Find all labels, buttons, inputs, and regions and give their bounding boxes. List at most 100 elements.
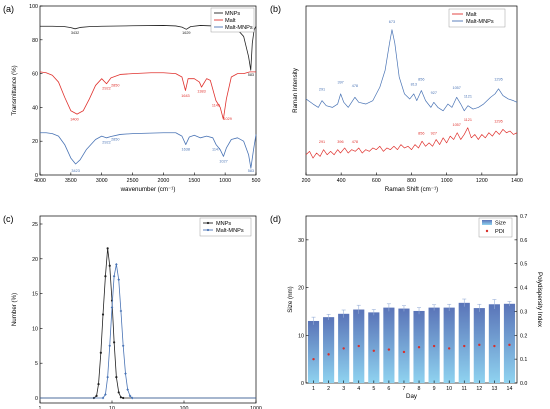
panel-d-bar <box>458 302 470 383</box>
panel-c-point <box>124 372 127 376</box>
panel-c-point <box>119 309 123 313</box>
panel-d-legend-swatch <box>482 220 492 225</box>
panel-d-ytick-right: 0.1 <box>520 357 527 363</box>
panel-a-annotation: 2850 <box>111 83 119 87</box>
panel-a-xtick: 3000 <box>96 178 108 184</box>
panel-d-pdi-point <box>402 350 406 354</box>
panel-b-annotation: 856 <box>418 77 424 81</box>
panel-c-xtick: 100 <box>180 406 189 409</box>
panel-d-xtick: 4 <box>357 386 360 392</box>
panel-a-annotation: 583 <box>248 169 254 173</box>
panel-b-xtick: 200 <box>302 178 311 184</box>
panel-a-series-malt-mnps <box>40 132 257 169</box>
panel-d-bar <box>323 317 335 383</box>
panel-c-ytick: 10 <box>32 326 38 332</box>
panel-c-ylabel: Number (%) <box>11 293 18 326</box>
panel-c-ytick: 25 <box>32 222 38 228</box>
panel-d-pdi-point <box>478 343 481 347</box>
panel-d-pdi-point <box>463 344 466 348</box>
panel-a-xtick: 4000 <box>34 178 46 184</box>
panel-c-point <box>97 382 100 386</box>
panel-c-point <box>130 396 134 400</box>
panel-d-xtick: 3 <box>342 386 345 392</box>
panel-c-tag: (c) <box>3 214 14 224</box>
panel-c-legend-box <box>199 217 252 237</box>
panel-d-ylabel-right: Polydispersity Index <box>536 272 543 328</box>
panel-c-legend-marker <box>206 221 210 225</box>
panel-d-pdi-point <box>417 346 421 349</box>
panel-c-legend-marker <box>206 228 210 232</box>
panel-a-ytick: 40 <box>32 105 38 111</box>
panel-c-point <box>110 306 114 309</box>
panel-d-plot-frame <box>305 215 518 384</box>
panel-a-ytick: 20 <box>32 139 38 145</box>
panel-d-ytick-right: 0.4 <box>520 286 527 292</box>
panel-a-annotation: 1027 <box>219 159 227 163</box>
panel-d-xtick: 7 <box>402 386 405 392</box>
panel-d-xtick: 1 <box>312 386 315 392</box>
panel-c-point <box>112 274 116 278</box>
panel-c-xtick: 1 <box>39 406 42 409</box>
panel-a-annotation: 3400 <box>70 118 78 122</box>
panel-d-pdi-point <box>432 344 436 348</box>
panel-c-ytick: 20 <box>32 257 38 263</box>
panel-c-point <box>128 394 132 398</box>
panel-b-annotation: 397 <box>337 81 343 85</box>
panel-d-ytick-right: 0.7 <box>520 214 527 220</box>
panel-d-pdi-point <box>387 348 391 351</box>
panel-a-xtick: 3500 <box>65 178 77 184</box>
panel-b-annotation: 291 <box>319 88 325 92</box>
panel-b-series-malt <box>305 127 518 159</box>
panel-c-ytick: 15 <box>32 292 38 298</box>
panel-a-annotation: 1638 <box>182 147 190 151</box>
panel-b-annotation: 856 <box>418 131 424 135</box>
panel-b-tag: (b) <box>270 4 281 14</box>
panel-b-legend-entry: Malt-MNPs <box>466 19 494 25</box>
panel-d-xtick: 10 <box>446 386 452 392</box>
panel-c-point <box>104 275 107 278</box>
panel-c-point <box>106 247 109 250</box>
panel-b-annotation: 478 <box>352 84 358 88</box>
panel-d-bar <box>443 307 455 383</box>
panel-b-annotation: 396 <box>337 140 343 144</box>
panel-a-annotation: 2850 <box>111 138 119 142</box>
panel-a-xtick: 2000 <box>158 178 170 184</box>
panel-d-bar <box>307 320 320 383</box>
panel-d-xtick: 13 <box>491 386 497 392</box>
panel-b-annotation: 927 <box>431 91 437 95</box>
panel-a-annotation: 2922 <box>102 87 110 91</box>
panel-a-series-mnps <box>40 25 257 71</box>
panel-c-point <box>106 375 109 379</box>
panel-c-point <box>115 376 118 379</box>
panel-c-legend-entry: Malt-MNPs <box>216 228 244 234</box>
panel-b-xtick: 1400 <box>511 178 523 184</box>
panel-c-point <box>108 344 112 348</box>
panel-d-ytick: 0 <box>301 381 304 387</box>
panel-a-ytick: 80 <box>32 38 38 44</box>
panel-b-xtick: 400 <box>337 178 346 184</box>
panel-d-bar <box>488 304 500 383</box>
panel-a-annotation: 1629 <box>182 31 190 35</box>
panel-b-ylabel: Raman Intensity <box>292 67 299 113</box>
panel-c-xtick: 1000 <box>250 406 262 409</box>
panel-b-annotation: 1057 <box>452 86 460 90</box>
panel-b-xtick: 1200 <box>476 178 488 184</box>
panel-c-point <box>115 262 118 266</box>
panel-c-plot-frame <box>39 215 257 404</box>
panel-c-xtick: 10 <box>109 406 115 409</box>
panel-c-ytick: 5 <box>35 361 38 367</box>
panel-c-ytick: 0 <box>35 396 38 402</box>
panel-a-ytick: 100 <box>29 4 38 10</box>
panel-d-legend-entry: PDI <box>495 229 505 235</box>
panel-b-series-malt-mnps <box>305 29 518 112</box>
panel-a-ytick: 0 <box>35 173 38 179</box>
panel-d-ytick-right: 0.2 <box>520 333 527 339</box>
panel-d-ytick-right: 0.5 <box>520 262 527 268</box>
panel-a-xtick: 2500 <box>127 178 139 184</box>
panel-b-xtick: 800 <box>407 178 416 184</box>
panel-a-ylabel: Transmittance (%) <box>11 65 18 115</box>
panel-a-legend-entry: Malt-MNPs <box>225 25 253 31</box>
panel-b-xtick: 600 <box>372 178 381 184</box>
panel-d-ylabel: Size (nm) <box>287 286 294 312</box>
panel-d-legend-entry: Size <box>495 221 506 227</box>
